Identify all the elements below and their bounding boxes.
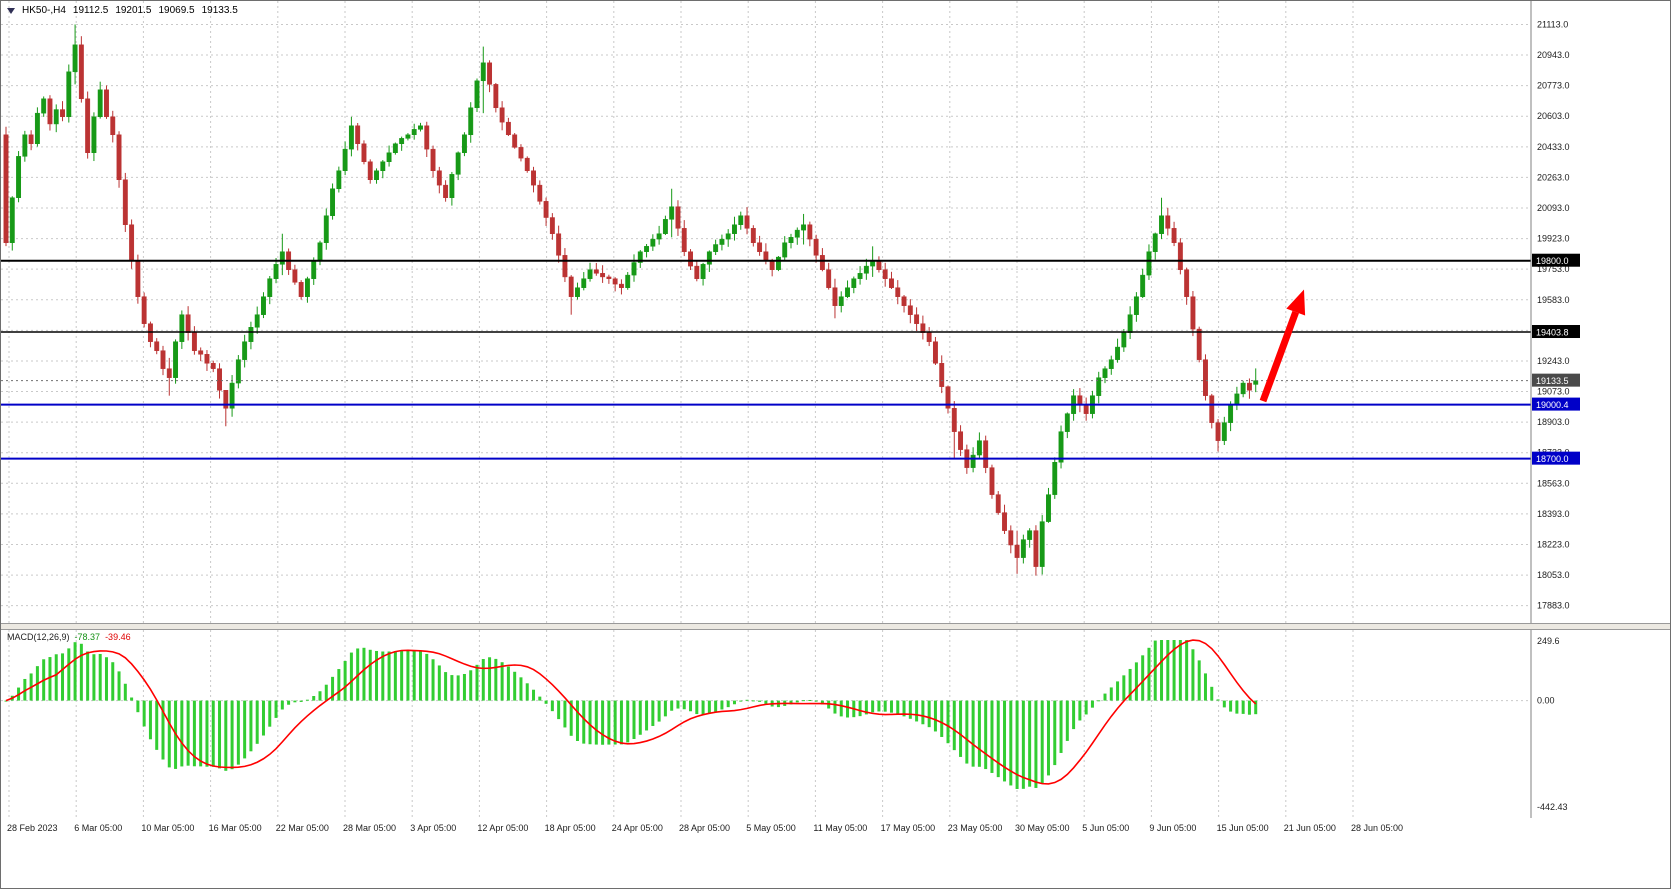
ohlc-low: 19069.5 [158,5,195,16]
macd-grid [1,630,1531,818]
time-label: 30 May 05:00 [1015,823,1070,833]
macd-pane[interactable]: 249.6 0.00 -442.43 [1,630,1670,818]
price-line-19000.4[interactable]: 19000.4 [1,397,1580,411]
svg-text:19133.5: 19133.5 [1536,376,1569,386]
time-label: 28 Mar 05:00 [343,823,397,833]
macd-name: MACD(12,26,9) [7,632,70,642]
svg-text:18053.0: 18053.0 [1537,570,1570,580]
svg-text:19000.4: 19000.4 [1536,400,1569,410]
price-line-19800.0[interactable]: 19800.0 [1,253,1580,267]
time-label: 18 Apr 05:00 [544,823,596,833]
svg-text:0.00: 0.00 [1537,696,1555,706]
trend-arrow[interactable] [1259,289,1306,403]
svg-text:19243.0: 19243.0 [1537,356,1570,366]
macd-signal-line [5,639,1257,785]
svg-text:18393.0: 18393.0 [1537,509,1570,519]
pane-separator[interactable] [1,623,1670,630]
price-line-18700.0[interactable]: 18700.0 [1,451,1580,465]
candles-layer [3,24,1259,576]
time-label: 12 Apr 05:00 [477,823,529,833]
macd-histogram [4,640,1258,789]
macd-axis-labels: 249.6 0.00 -442.43 [1537,636,1568,812]
time-label: 17 May 05:00 [880,823,936,833]
time-label: 28 Feb 2023 [7,823,58,833]
svg-text:20773.0: 20773.0 [1537,81,1570,91]
time-label: 15 Jun 05:00 [1216,823,1269,833]
svg-text:20263.0: 20263.0 [1537,172,1570,182]
svg-text:20433.0: 20433.0 [1537,142,1570,152]
svg-text:-442.43: -442.43 [1537,802,1568,812]
svg-text:19583.0: 19583.0 [1537,295,1570,305]
time-label: 5 Jun 05:00 [1082,823,1130,833]
time-label: 10 Mar 05:00 [141,823,195,833]
svg-text:20943.0: 20943.0 [1537,50,1570,60]
svg-text:19073.0: 19073.0 [1537,387,1570,397]
price-line-19133.5[interactable]: 19133.5 [1,373,1580,387]
ohlc-open: 19112.5 [72,5,109,16]
svg-text:18563.0: 18563.0 [1537,478,1570,488]
svg-text:17883.0: 17883.0 [1537,601,1570,611]
time-label: 16 Mar 05:00 [208,823,262,833]
svg-text:19923.0: 19923.0 [1537,234,1570,244]
time-label: 22 Mar 05:00 [275,823,329,833]
price-grid [1,1,1531,623]
svg-text:18903.0: 18903.0 [1537,417,1570,427]
ohlc-close: 19133.5 [201,5,238,16]
macd-value: -78.37 [74,632,101,642]
time-label: 3 Apr 05:00 [410,823,457,833]
macd-pane-wrap: MACD(12,26,9) -78.37 -39.46 249.6 0.00 -442.… [1,630,1670,818]
price-axis-labels: 21113.0 20943.0 20773.0 20603.0 20433.0 20263… [1537,19,1570,610]
symbol-period-label: HK50-,H4 [22,5,66,16]
symbol-info-bar: HK50-,H4 19112.5 19201.5 19069.5 19133.5 [7,5,238,16]
time-label: 28 Jun 05:00 [1351,823,1404,833]
price-pane[interactable]: 21113.0 20943.0 20773.0 20603.0 20433.0 20263… [1,1,1670,623]
svg-text:21113.0: 21113.0 [1537,19,1568,29]
time-label: 23 May 05:00 [947,823,1003,833]
time-label: 21 Jun 05:00 [1283,823,1336,833]
macd-signal-value: -39.46 [105,632,131,642]
time-label: 6 Mar 05:00 [74,823,123,833]
time-label: 5 May 05:00 [746,823,796,833]
time-label: 9 Jun 05:00 [1149,823,1197,833]
time-label: 24 Apr 05:00 [611,823,663,833]
svg-text:20603.0: 20603.0 [1537,111,1570,121]
svg-text:18223.0: 18223.0 [1537,539,1570,549]
svg-text:249.6: 249.6 [1537,636,1560,646]
time-axis: 28 Feb 2023 6 Mar 05:00 10 Mar 05:00 16 Mar… [1,818,1670,888]
svg-text:20093.0: 20093.0 [1537,203,1570,213]
svg-text:18700.0: 18700.0 [1536,454,1569,464]
svg-text:19403.8: 19403.8 [1536,328,1569,338]
price-line-19403.8[interactable]: 19403.8 [1,325,1580,339]
symbol-dropdown-icon[interactable] [7,7,15,14]
macd-indicator-label: MACD(12,26,9) -78.37 -39.46 [7,632,131,642]
time-label: 11 May 05:00 [813,823,868,833]
ohlc-high: 19201.5 [115,5,152,16]
time-label: 28 Apr 05:00 [679,823,731,833]
svg-text:19800.0: 19800.0 [1536,256,1569,266]
svg-text:19753.0: 19753.0 [1537,264,1570,274]
